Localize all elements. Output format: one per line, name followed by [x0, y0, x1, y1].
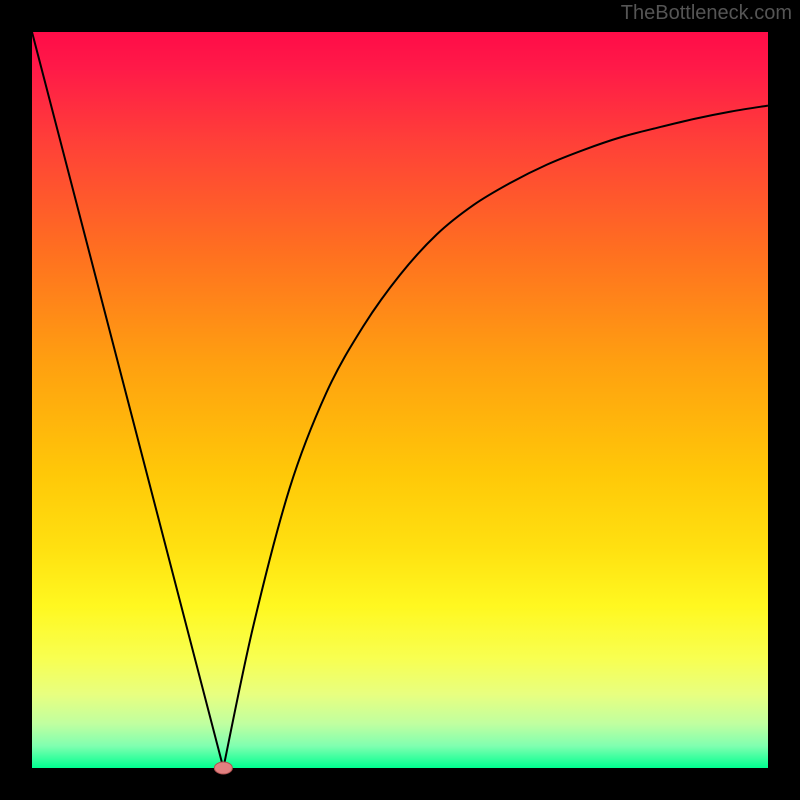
chart-plot-area: [32, 32, 768, 768]
chart-container: TheBottleneck.com: [0, 0, 800, 800]
watermark-text: TheBottleneck.com: [621, 2, 792, 25]
optimal-point-marker: [214, 762, 232, 774]
bottleneck-chart: [0, 0, 800, 800]
